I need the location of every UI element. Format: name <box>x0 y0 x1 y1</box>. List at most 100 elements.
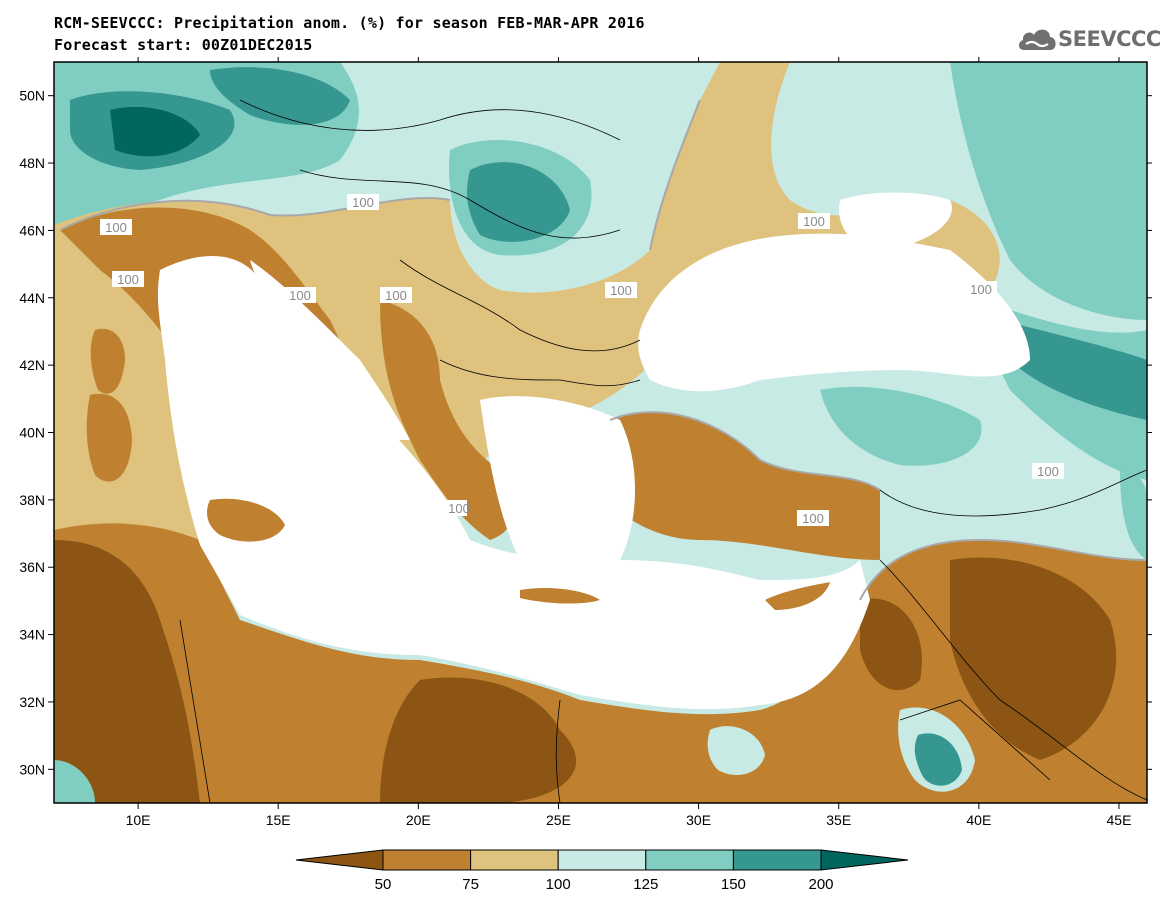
anomaly-region-libya-core <box>380 677 577 803</box>
colorbar-level-label: 125 <box>633 876 658 893</box>
contour-label-bg <box>965 281 997 297</box>
border-line-4 <box>439 359 641 387</box>
colorbar: 50 75 100 125 150 200 <box>295 849 909 893</box>
lat-tick-label: 46N <box>19 222 45 238</box>
latitude-axis: 50N 48N 46N 44N 42N 40N 38N 36N 34N 32N 30N <box>19 88 1152 777</box>
sicily <box>207 498 285 542</box>
border-line-9 <box>899 699 1051 781</box>
crete <box>520 588 600 604</box>
contour-label: 100 <box>802 511 824 526</box>
contour-label-bg <box>798 213 830 229</box>
contour-100-ukraine <box>649 99 701 251</box>
anomaly-region-lebanon-core <box>860 598 922 690</box>
border-line-5 <box>879 469 1147 517</box>
contour-label: 100 <box>1037 464 1059 479</box>
border-line-8 <box>879 559 1147 801</box>
colorbar-segment <box>557 849 647 871</box>
anomaly-region-north-africa <box>54 523 1147 803</box>
lat-tick-label: 36N <box>19 559 45 575</box>
lat-tick-label: 32N <box>19 694 45 710</box>
colorbar-level-label: 50 <box>375 876 392 893</box>
lat-tick-label: 44N <box>19 290 45 306</box>
adriatic-sea <box>250 260 410 440</box>
lat-tick-label: 50N <box>19 88 45 104</box>
lon-tick-label: 45E <box>1107 812 1132 828</box>
lon-tick-label: 20E <box>406 812 431 828</box>
map-title: RCM-SEEVCCC: Precipitation anom. (%) for… <box>54 14 645 32</box>
border-line-6 <box>179 619 211 803</box>
anomaly-region-hungary <box>467 162 570 242</box>
colorbar-segment <box>645 849 734 871</box>
contour-100-middle-east <box>859 538 1147 601</box>
corsica <box>90 328 125 394</box>
lon-tick-label: 30E <box>686 812 711 828</box>
anomaly-region-sw-corner <box>54 760 95 803</box>
forecast-start-subtitle: Forecast start: 00Z01DEC2015 <box>54 36 313 54</box>
crimea-azov <box>839 192 952 250</box>
anomaly-region-jordan-core <box>914 733 962 786</box>
country-borders <box>179 99 1147 803</box>
contour-100-anatolia <box>609 411 881 491</box>
anomaly-region-iran-edge <box>1120 470 1147 560</box>
colorbar-segment <box>382 849 472 871</box>
anomaly-region-core-high <box>110 106 200 157</box>
border-line-2 <box>299 169 621 239</box>
longitude-axis: 10E 15E 20E 25E 30E 35E 40E 45E <box>126 57 1132 828</box>
border-line-7 <box>555 699 561 803</box>
contour-label: 100 <box>385 288 407 303</box>
map-plot-area: 100 100 100 100 100 100 100 100 100 100 … <box>54 62 1147 803</box>
lon-tick-label: 25E <box>546 812 571 828</box>
seevccc-logo: SEEVCCC <box>1016 22 1161 56</box>
contour-label-bg <box>797 510 829 526</box>
anomaly-region-germany <box>210 67 350 125</box>
lat-tick-label: 42N <box>19 357 45 373</box>
black-sea <box>638 233 1030 392</box>
colorbar-level-label: 75 <box>462 876 479 893</box>
contour-label: 100 <box>289 288 311 303</box>
lat-tick-label: 30N <box>19 761 45 777</box>
border-line-1 <box>239 99 621 141</box>
anomaly-region-northeast <box>950 62 1147 320</box>
colorbar-segment <box>732 849 822 871</box>
lat-tick-label: 40N <box>19 425 45 441</box>
contour-label: 100 <box>105 220 127 235</box>
sardinia <box>86 393 132 482</box>
anomaly-region-georgia <box>1000 320 1147 420</box>
mediterranean-sea <box>157 256 870 710</box>
colorbar-level-label: 200 <box>808 876 833 893</box>
lat-tick-label: 34N <box>19 627 45 643</box>
cloud-icon <box>1018 29 1056 50</box>
lat-tick-label: 38N <box>19 492 45 508</box>
contour-label: 100 <box>448 501 470 516</box>
contour-label-bg <box>380 287 412 303</box>
contour-label-bg <box>605 282 637 298</box>
contour-100-north <box>59 196 451 231</box>
cyprus <box>765 582 830 610</box>
colorbar-segment <box>295 849 384 871</box>
contour-label: 100 <box>970 282 992 297</box>
contour-label: 100 <box>803 214 825 229</box>
contour-label: 100 <box>117 272 139 287</box>
contour-label-bg <box>284 287 316 303</box>
anomaly-region-anatolia-north <box>820 386 982 466</box>
border-line-3 <box>399 259 641 352</box>
colorbar-level-label: 150 <box>721 876 746 893</box>
aegean-sea <box>480 396 635 560</box>
lat-tick-label: 48N <box>19 155 45 171</box>
lon-tick-label: 10E <box>126 812 151 828</box>
logo-wordmark: SEEVCCC <box>1058 27 1161 51</box>
colorbar-segment <box>820 849 909 871</box>
lon-tick-label: 15E <box>266 812 291 828</box>
anomaly-region-egypt-wet <box>707 726 765 775</box>
lon-tick-label: 40E <box>966 812 991 828</box>
contour-label-bg <box>445 500 467 516</box>
colorbar-segment <box>470 849 559 871</box>
contour-label-group: 100 100 100 100 100 100 100 100 100 100 … <box>100 194 1064 526</box>
contour-label-bg <box>1032 463 1064 479</box>
contour-label-bg <box>347 194 379 210</box>
contour-label: 100 <box>610 283 632 298</box>
contour-label: 100 <box>352 195 374 210</box>
lon-tick-label: 35E <box>826 812 851 828</box>
contour-lines <box>59 99 1147 601</box>
